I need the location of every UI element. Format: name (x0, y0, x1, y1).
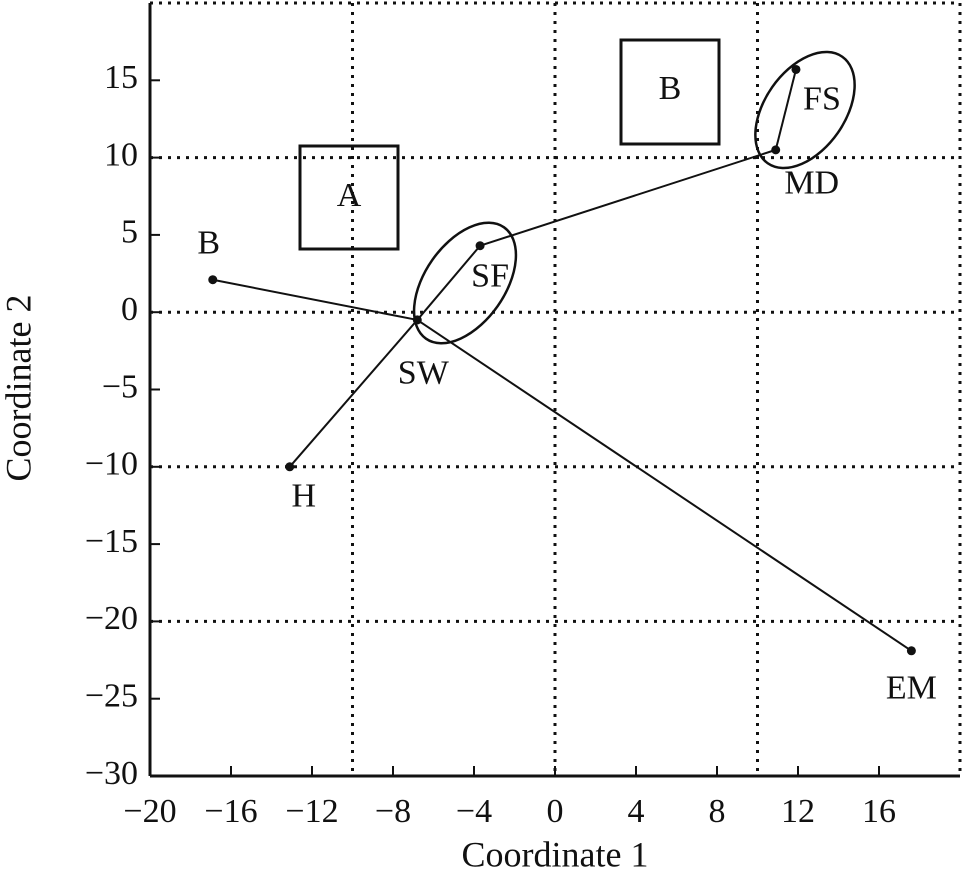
link (288, 319, 419, 468)
y-tick-label: −10 (85, 446, 138, 483)
point (285, 462, 295, 472)
link (416, 245, 481, 321)
y-tick-label: −30 (85, 755, 138, 792)
x-tick-label: −12 (285, 793, 338, 830)
region-label: B (659, 70, 682, 107)
y-tick-label: 5 (121, 214, 138, 251)
x-tick-label: −16 (204, 793, 257, 830)
x-tick-label: 12 (781, 793, 815, 830)
point-label: EM (886, 670, 937, 707)
point (771, 145, 781, 155)
y-tick-label: −20 (85, 600, 138, 637)
point (475, 241, 485, 251)
link (774, 69, 797, 151)
x-tick-label: −4 (456, 793, 492, 830)
y-tick-label: −5 (102, 368, 138, 405)
link (416, 319, 912, 652)
link (212, 278, 418, 321)
x-tick-label: 0 (547, 793, 564, 830)
y-tick-label: 15 (104, 59, 138, 96)
point (412, 315, 422, 325)
point (208, 275, 218, 285)
x-tick-label: 4 (628, 793, 645, 830)
cluster-ellipse (754, 50, 856, 170)
x-tick-label: −20 (123, 793, 176, 830)
link (479, 148, 777, 247)
y-axis-title: Coordinate 2 (0, 295, 38, 482)
point-label: SF (471, 258, 509, 295)
point-label: SW (398, 355, 450, 392)
x-tick-label: 8 (709, 793, 726, 830)
y-tick-label: 0 (121, 291, 138, 328)
point-label: FS (803, 80, 841, 117)
region-box (619, 38, 721, 146)
point (906, 646, 916, 656)
x-tick-label: 16 (862, 793, 896, 830)
y-tick-label: −15 (85, 523, 138, 560)
point-label: MD (784, 165, 839, 202)
point (791, 64, 801, 74)
region-label: A (337, 177, 362, 214)
region-box (298, 144, 400, 251)
point-label: B (197, 225, 220, 262)
x-axis-title: Coordinate 1 (462, 834, 649, 874)
cluster-ellipse (412, 221, 518, 345)
point-label: H (291, 478, 316, 515)
y-tick-label: 10 (104, 136, 138, 173)
y-tick-label: −25 (85, 677, 138, 714)
x-tick-label: −8 (375, 793, 411, 830)
